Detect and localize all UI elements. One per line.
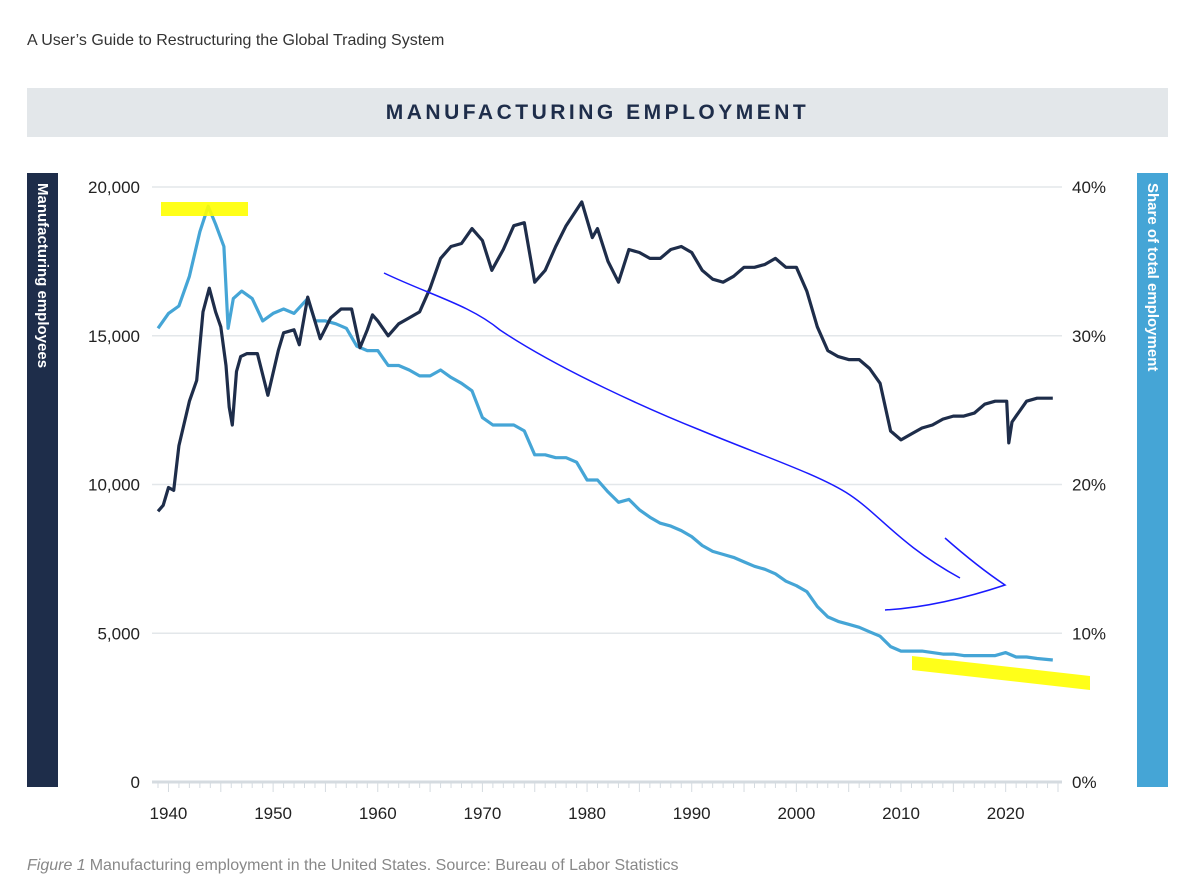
figure-label: Figure 1 (27, 857, 86, 874)
x-tick-label: 1940 (150, 804, 188, 823)
x-tick-label: 1980 (568, 804, 606, 823)
document-title: A User’s Guide to Restructuring the Glob… (27, 32, 445, 49)
y-tick-label: 5,000 (97, 624, 140, 643)
caption-text: Manufacturing employment in the United S… (89, 857, 679, 874)
x-tick-label: 1970 (464, 804, 502, 823)
left-axis-label: Manufacturing employees (34, 183, 51, 369)
figure-caption: Figure 1 Manufacturing employment in the … (27, 857, 678, 875)
x-tick-label: 2000 (777, 804, 815, 823)
arrow-head-annotation (884, 537, 1007, 611)
x-tick-label: 1950 (254, 804, 292, 823)
y-tick-label: 15,000 (88, 327, 140, 346)
right-axis-label-bar: Share of total employment (1137, 173, 1168, 787)
x-tick-label: 2020 (987, 804, 1025, 823)
y2-tick-label: 20% (1072, 476, 1106, 495)
y-tick-label: 20,000 (88, 178, 140, 197)
employees-line (156, 200, 1053, 513)
x-tick-label: 2010 (882, 804, 920, 823)
y2-tick-label: 0% (1072, 773, 1097, 792)
share-line (156, 204, 1053, 662)
trend-arrow-annotation (383, 272, 961, 579)
highlight-peak-annotation (161, 202, 248, 216)
highlight-recent-annotation (912, 656, 1090, 690)
y2-tick-label: 40% (1072, 178, 1106, 197)
x-tick-label: 1990 (673, 804, 711, 823)
right-axis-label: Share of total employment (1144, 183, 1161, 372)
chart-title: MANUFACTURING EMPLOYMENT (385, 100, 810, 124)
left-axis-label-bar: Manufacturing employees (27, 173, 58, 787)
x-tick-label: 1960 (359, 804, 397, 823)
y-tick-label: 10,000 (88, 476, 140, 495)
chart-title-band: MANUFACTURING EMPLOYMENT (27, 88, 1168, 137)
y-tick-label: 0 (131, 773, 140, 792)
y2-tick-label: 10% (1072, 624, 1106, 643)
y2-tick-label: 30% (1072, 327, 1106, 346)
